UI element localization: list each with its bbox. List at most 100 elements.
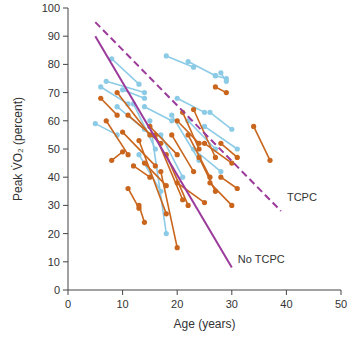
data-point bbox=[93, 121, 98, 126]
data-point bbox=[207, 180, 212, 185]
series-line bbox=[188, 62, 215, 76]
data-point bbox=[169, 132, 174, 137]
data-point bbox=[125, 113, 130, 118]
data-point bbox=[175, 180, 180, 185]
series-line bbox=[139, 205, 144, 222]
data-point bbox=[136, 82, 141, 87]
series-line bbox=[172, 135, 194, 172]
y-tick-label: 60 bbox=[48, 115, 60, 127]
data-point bbox=[186, 59, 191, 64]
data-point bbox=[235, 155, 240, 160]
x-tick-label: 20 bbox=[171, 298, 183, 310]
y-tick-label: 30 bbox=[48, 199, 60, 211]
x-axis bbox=[68, 290, 341, 291]
data-point bbox=[158, 169, 163, 174]
data-point bbox=[175, 152, 180, 157]
y-tick-label: 0 bbox=[54, 284, 60, 296]
data-point bbox=[196, 155, 201, 160]
series-line bbox=[123, 132, 156, 166]
data-point bbox=[115, 113, 120, 118]
data-point bbox=[235, 146, 240, 151]
series-line bbox=[134, 104, 156, 149]
data-point bbox=[142, 90, 147, 95]
x-tick bbox=[286, 290, 287, 295]
annotation: TCPC bbox=[287, 191, 317, 203]
x-tick-label: 50 bbox=[335, 298, 347, 310]
x-tick-label: 0 bbox=[65, 298, 71, 310]
data-point bbox=[131, 163, 136, 168]
data-point bbox=[169, 113, 174, 118]
y-tick-label: 20 bbox=[48, 228, 60, 240]
plot-area bbox=[93, 22, 281, 267]
chart: 010203040506070809010001020304050Age (ye… bbox=[0, 0, 352, 337]
data-point bbox=[142, 96, 147, 101]
x-tick bbox=[177, 290, 178, 295]
y-tick-label: 10 bbox=[48, 256, 60, 268]
data-point bbox=[125, 152, 130, 157]
data-point bbox=[136, 203, 141, 208]
data-point bbox=[147, 118, 152, 123]
series-line bbox=[221, 143, 237, 157]
y-tick-label: 100 bbox=[42, 2, 60, 14]
x-tick bbox=[122, 290, 123, 295]
y-tick bbox=[63, 177, 68, 178]
series-line bbox=[139, 141, 166, 214]
reference-line bbox=[95, 36, 232, 267]
y-tick-label: 50 bbox=[48, 143, 60, 155]
series-line bbox=[221, 177, 237, 188]
series-line bbox=[205, 143, 232, 163]
data-point bbox=[218, 141, 223, 146]
data-point bbox=[207, 110, 212, 115]
y-tick-label: 90 bbox=[48, 30, 60, 42]
y-tick-label: 40 bbox=[48, 171, 60, 183]
data-point bbox=[164, 211, 169, 216]
series-line bbox=[166, 56, 193, 67]
series-line bbox=[106, 121, 128, 155]
data-point bbox=[175, 245, 180, 250]
data-point bbox=[115, 90, 120, 95]
series-line bbox=[123, 90, 145, 98]
data-point bbox=[213, 155, 218, 160]
data-point bbox=[136, 138, 141, 143]
annotation: No TCPC bbox=[238, 253, 285, 265]
y-axis-label: Peak V̇O₂ (percent) bbox=[11, 97, 25, 201]
y-tick bbox=[63, 120, 68, 121]
data-point bbox=[202, 141, 207, 146]
y-tick bbox=[63, 233, 68, 234]
series-line bbox=[188, 135, 210, 177]
data-point bbox=[104, 118, 109, 123]
series-line bbox=[210, 183, 232, 206]
data-point bbox=[229, 161, 234, 166]
x-tick-label: 30 bbox=[226, 298, 238, 310]
y-tick bbox=[63, 261, 68, 262]
data-point bbox=[164, 231, 169, 236]
data-point bbox=[98, 84, 103, 89]
data-point bbox=[120, 129, 125, 134]
data-point bbox=[235, 186, 240, 191]
y-tick-label: 80 bbox=[48, 58, 60, 70]
x-tick-label: 40 bbox=[280, 298, 292, 310]
data-point bbox=[213, 73, 218, 78]
data-point bbox=[153, 163, 158, 168]
data-point bbox=[213, 73, 218, 78]
data-point bbox=[175, 118, 180, 123]
data-point bbox=[180, 197, 185, 202]
data-point bbox=[218, 175, 223, 180]
x-tick bbox=[68, 290, 69, 295]
data-point bbox=[229, 127, 234, 132]
y-tick bbox=[63, 149, 68, 150]
data-point bbox=[115, 104, 120, 109]
data-point bbox=[224, 79, 229, 84]
reference-line bbox=[95, 22, 281, 211]
data-point bbox=[120, 87, 125, 92]
data-point bbox=[218, 70, 223, 75]
data-point bbox=[186, 132, 191, 137]
data-point bbox=[164, 53, 169, 58]
series-line bbox=[254, 126, 270, 160]
data-point bbox=[224, 90, 229, 95]
series-line bbox=[210, 112, 232, 129]
data-point bbox=[267, 158, 272, 163]
data-point bbox=[191, 169, 196, 174]
data-point bbox=[125, 186, 130, 191]
y-tick bbox=[63, 290, 68, 291]
